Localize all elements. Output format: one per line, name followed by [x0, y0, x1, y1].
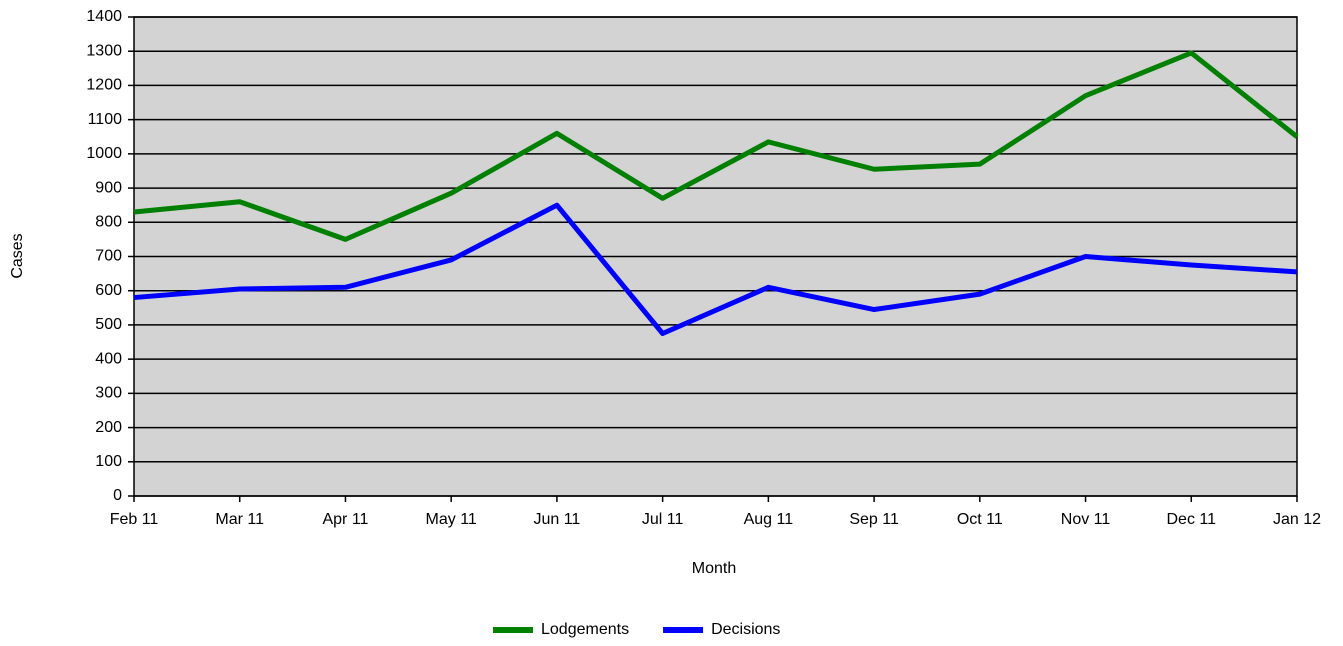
x-tick-label: Apr 11 [322, 511, 368, 528]
legend-label: Lodgements [541, 621, 629, 638]
y-tick-label: 400 [95, 350, 122, 367]
x-tick-label: May 11 [426, 511, 477, 528]
x-tick-label: Sep 11 [849, 511, 899, 528]
x-tick-label: Dec 11 [1167, 511, 1217, 528]
x-tick-label: Aug 11 [744, 511, 794, 528]
x-tick-label: Jan 12 [1273, 511, 1321, 528]
y-tick-label: 1100 [88, 111, 123, 128]
y-tick-label: 1200 [86, 77, 122, 94]
y-tick-label: 600 [95, 282, 122, 299]
x-tick-label: Oct 11 [957, 511, 1003, 528]
x-tick-label: Nov 11 [1061, 511, 1111, 528]
y-tick-label: 1000 [86, 145, 122, 162]
x-tick-label: Mar 11 [215, 511, 264, 528]
line-series [133, 50, 1299, 242]
y-tick-label: 300 [95, 385, 122, 402]
y-tick-label: 1400 [86, 8, 122, 25]
y-tick-label: 500 [95, 316, 122, 333]
y-tick-label: 800 [95, 214, 122, 231]
x-tick-label: Jul 11 [642, 511, 684, 528]
x-axis-title: Month [692, 560, 736, 577]
legend-label: Decisions [711, 621, 780, 638]
y-tick-label: 0 [113, 487, 122, 504]
y-tick-label: 100 [95, 453, 122, 470]
x-tick-label: Jun 11 [533, 511, 580, 528]
y-tick-label: 200 [95, 419, 122, 436]
y-tick-label: 1300 [86, 42, 122, 59]
y-tick-label: 900 [95, 179, 122, 196]
line-series [133, 202, 1298, 336]
y-tick-label: 700 [95, 248, 122, 265]
y-axis-title: Cases [9, 233, 26, 278]
x-tick-label: Feb 11 [110, 511, 159, 528]
